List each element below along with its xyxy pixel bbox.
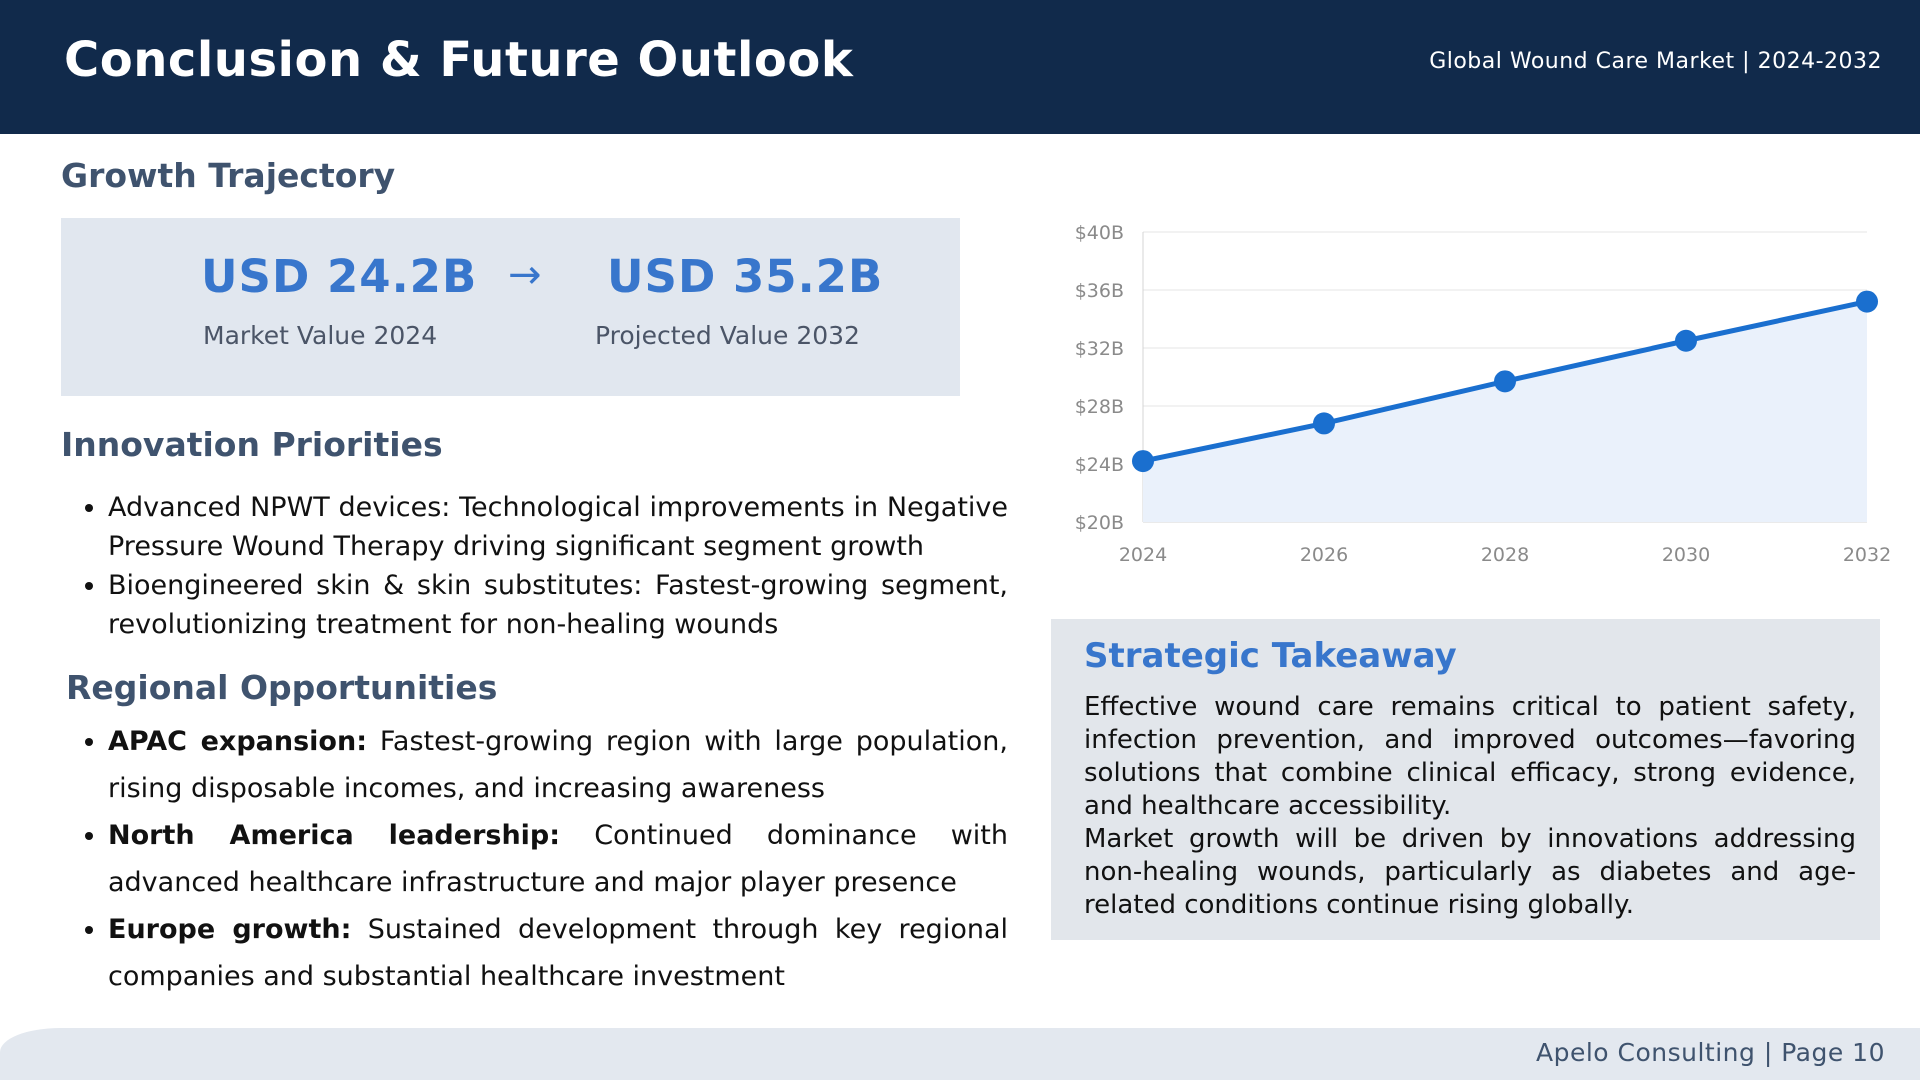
data-point xyxy=(1494,370,1516,393)
item-lead: APAC expansion: xyxy=(108,726,367,757)
item-text: Continued dominance with advanced health… xyxy=(108,820,1008,898)
market-value-label: Market Value 2024 xyxy=(203,321,438,350)
market-value-2024: USD 24.2B xyxy=(201,250,478,303)
data-point xyxy=(1675,329,1697,352)
footer-text: Apelo Consulting | Page 10 xyxy=(1535,1038,1885,1067)
data-point xyxy=(1313,412,1335,435)
item-text: Fastest-growing region with large popula… xyxy=(108,726,1008,804)
y-tick-label: $40B xyxy=(1075,222,1124,244)
arrow-right-icon: → xyxy=(508,252,542,298)
slide-title: Conclusion & Future Outlook xyxy=(64,32,854,88)
takeaway-paragraph: Market growth will be driven by innovati… xyxy=(1084,824,1856,920)
slide-footer: Apelo Consulting | Page 10 xyxy=(0,1028,1920,1080)
y-tick-label: $32B xyxy=(1075,338,1124,360)
data-point xyxy=(1132,450,1154,473)
x-tick-label: 2032 xyxy=(1843,544,1891,566)
takeaway-body: Effective wound care remains critical to… xyxy=(1084,691,1856,922)
takeaway-heading: Strategic Takeaway xyxy=(1084,636,1457,676)
item-lead: North America leadership: xyxy=(108,820,561,851)
y-tick-label: $24B xyxy=(1075,454,1124,476)
x-tick-label: 2026 xyxy=(1300,544,1348,566)
list-item: APAC expansion: Fastest-growing region w… xyxy=(108,718,1008,812)
market-growth-chart: $20B $24B $28B $32B $36B $40B 2024 2026 2028 2030… xyxy=(1040,210,1920,580)
y-tick-label: $20B xyxy=(1075,512,1124,534)
takeaway-paragraph: Effective wound care remains critical to… xyxy=(1084,692,1856,821)
x-tick-label: 2030 xyxy=(1662,544,1710,566)
innovation-list: Advanced NPWT devices: Technological imp… xyxy=(70,488,1008,644)
list-item: Bioengineered skin & skin substitutes: F… xyxy=(108,566,1008,644)
projected-value-2032: USD 35.2B xyxy=(607,250,884,303)
area-fill xyxy=(1143,301,1867,522)
item-lead: Europe growth: xyxy=(108,914,352,945)
list-item: North America leadership: Continued domi… xyxy=(108,812,1008,906)
slide-subtitle: Global Wound Care Market | 2024-2032 xyxy=(1429,49,1882,74)
x-tick-label: 2024 xyxy=(1119,544,1167,566)
y-tick-label: $36B xyxy=(1075,280,1124,302)
data-point xyxy=(1856,290,1878,313)
y-tick-label: $28B xyxy=(1075,396,1124,418)
x-tick-label: 2028 xyxy=(1481,544,1529,566)
growth-trajectory-heading: Growth Trajectory xyxy=(61,156,396,195)
growth-summary-panel: USD 24.2B → USD 35.2B Market Value 2024 … xyxy=(61,218,960,396)
list-item: Europe growth: Sustained development thr… xyxy=(108,906,1008,1000)
projected-value-label: Projected Value 2032 xyxy=(595,321,860,350)
chart-svg: $20B $24B $28B $32B $36B $40B 2024 2026 2028 2030… xyxy=(1075,222,1891,566)
list-item: Advanced NPWT devices: Technological imp… xyxy=(108,488,1008,566)
item-text: Sustained development through key region… xyxy=(108,914,1008,992)
regional-list: APAC expansion: Fastest-growing region w… xyxy=(70,718,1008,1000)
innovation-priorities-heading: Innovation Priorities xyxy=(61,425,443,464)
regional-opportunities-heading: Regional Opportunities xyxy=(66,668,498,707)
strategic-takeaway-panel: Strategic Takeaway Effective wound care … xyxy=(1051,619,1880,940)
slide-header: Conclusion & Future Outlook Global Wound… xyxy=(0,0,1920,134)
